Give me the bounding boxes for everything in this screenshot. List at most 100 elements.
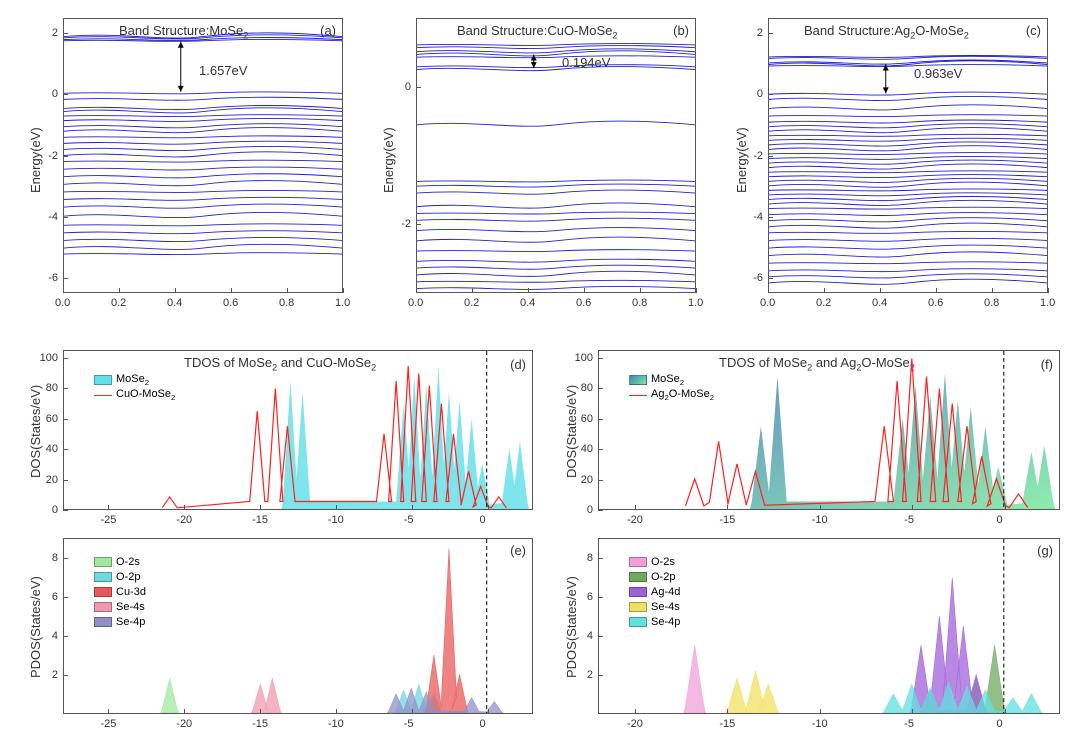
legend-item: Se-4s	[629, 600, 680, 614]
xtick-label: 1.0	[335, 297, 350, 309]
xtick-label: 0.8	[279, 297, 294, 309]
legend-item: MoSe2	[94, 373, 175, 387]
xtick-label: 0.4	[167, 297, 182, 309]
xtick-label: 0	[480, 718, 486, 730]
xtick-label: -20	[176, 514, 192, 526]
legend-item: Se-4s	[94, 600, 146, 614]
xtick-label: -20	[176, 718, 192, 730]
legend-item: O-2p	[629, 570, 680, 584]
xtick-label: 0.0	[408, 297, 423, 309]
xtick-label: 0.6	[223, 297, 238, 309]
xtick-label: 0.6	[928, 297, 943, 309]
ytick-label: -4	[48, 211, 58, 223]
xtick-label: -10	[812, 514, 828, 526]
xtick-label: -10	[328, 718, 344, 730]
xtick-label: -20	[627, 514, 643, 526]
ytick-label: 0	[52, 504, 58, 516]
xtick-label: 0.8	[984, 297, 999, 309]
ytick-label: -4	[753, 211, 763, 223]
xtick-label: -15	[252, 514, 268, 526]
ytick-label: 40	[46, 443, 58, 455]
panel-c: Band Structure:Ag2O-MoSe2 (c) 0.963eV	[768, 18, 1048, 293]
ytick-label: 2	[587, 669, 593, 681]
ytick-label: 40	[581, 443, 593, 455]
ytick-label: -6	[753, 272, 763, 284]
legend-item: Se-4p	[94, 615, 146, 629]
ytick-label: 60	[581, 413, 593, 425]
panel-b-ylabel: Energy(eV)	[381, 127, 396, 193]
xtick-label: -10	[812, 718, 828, 730]
ytick-label: 0	[405, 81, 411, 93]
xtick-label: -5	[404, 514, 414, 526]
legend-item: O-2p	[94, 570, 146, 584]
panel-e-ylabel: PDOS(States/eV)	[28, 576, 43, 678]
xtick-label: 0	[997, 514, 1003, 526]
legend-item: O-2s	[94, 555, 146, 569]
ytick-label: -2	[48, 150, 58, 162]
xtick-label: 0.8	[632, 297, 647, 309]
xtick-label: 1.0	[688, 297, 703, 309]
panel-b: Band Structure:CuO-MoSe2 (b) 0.194eV	[416, 18, 696, 293]
legend-item: O-2s	[629, 555, 680, 569]
xtick-label: 0.4	[872, 297, 887, 309]
ytick-label: 8	[587, 552, 593, 564]
xtick-label: -15	[719, 718, 735, 730]
xtick-label: -15	[719, 514, 735, 526]
ytick-label: 4	[587, 630, 593, 642]
panel-c-ylabel: Energy(eV)	[734, 127, 749, 193]
figure-container: Band Structure:MoSe2 (a) 1.657eV Energy(…	[8, 8, 1072, 743]
panel-a-ylabel: Energy(eV)	[28, 127, 43, 193]
ytick-label: 4	[52, 630, 58, 642]
xtick-label: 0.4	[520, 297, 535, 309]
xtick-label: -15	[252, 718, 268, 730]
ytick-label: 100	[40, 352, 58, 364]
ytick-label: 100	[575, 352, 593, 364]
ytick-label: 0	[587, 504, 593, 516]
xtick-label: -10	[328, 514, 344, 526]
xtick-label: 0	[480, 514, 486, 526]
panel-d-legend: MoSe2CuO-MoSe2	[94, 373, 175, 403]
panel-e-legend: O-2sO-2pCu-3dSe-4sSe-4p	[94, 555, 146, 630]
xtick-label: -25	[100, 718, 116, 730]
legend-item: Ag2O-MoSe2	[629, 388, 714, 402]
xtick-label: -20	[627, 718, 643, 730]
xtick-label: 0.2	[111, 297, 126, 309]
ytick-label: -6	[48, 272, 58, 284]
panel-d: TDOS of MoSe2 and CuO-MoSe2 (d) MoSe2CuO…	[63, 350, 533, 510]
panel-c-plot	[769, 19, 1047, 292]
panel-f: TDOS of MoSe2 and Ag2O-MoSe2 (f) MoSe2Ag…	[598, 350, 1060, 510]
ytick-label: 6	[587, 591, 593, 603]
panel-g-legend: O-2sO-2pAg-4dSe-4sSe-4p	[629, 555, 680, 630]
ytick-label: -2	[753, 150, 763, 162]
ytick-label: 8	[52, 552, 58, 564]
ytick-label: 20	[581, 474, 593, 486]
panel-a: Band Structure:MoSe2 (a) 1.657eV	[63, 18, 343, 293]
xtick-label: 1.0	[1040, 297, 1055, 309]
legend-item: CuO-MoSe2	[94, 388, 175, 402]
xtick-label: -5	[904, 514, 914, 526]
xtick-label: 0	[997, 718, 1003, 730]
ytick-label: 6	[52, 591, 58, 603]
xtick-label: 0.6	[576, 297, 591, 309]
panel-g: (g) O-2sO-2pAg-4dSe-4sSe-4p	[598, 538, 1060, 714]
xtick-label: -25	[100, 514, 116, 526]
xtick-label: 0.0	[55, 297, 70, 309]
xtick-label: 0.2	[464, 297, 479, 309]
panel-e: (e) O-2sO-2pCu-3dSe-4sSe-4p	[63, 538, 533, 714]
panel-g-ylabel: PDOS(States/eV)	[564, 576, 579, 678]
panel-b-plot	[417, 19, 695, 292]
ytick-label: 0	[757, 88, 763, 100]
xtick-label: -5	[404, 718, 414, 730]
ytick-label: -2	[401, 218, 411, 230]
panel-f-legend: MoSe2Ag2O-MoSe2	[629, 373, 714, 403]
ytick-label: 0	[52, 88, 58, 100]
panel-d-ylabel: DOS(States/eV)	[28, 385, 43, 478]
legend-item: Cu-3d	[94, 585, 146, 599]
legend-item: Ag-4d	[629, 585, 680, 599]
ytick-label: 20	[46, 474, 58, 486]
xtick-label: 0.0	[760, 297, 775, 309]
legend-item: MoSe2	[629, 373, 714, 387]
ytick-label: 80	[581, 382, 593, 394]
ytick-label: 2	[52, 27, 58, 39]
ytick-label: 2	[52, 669, 58, 681]
